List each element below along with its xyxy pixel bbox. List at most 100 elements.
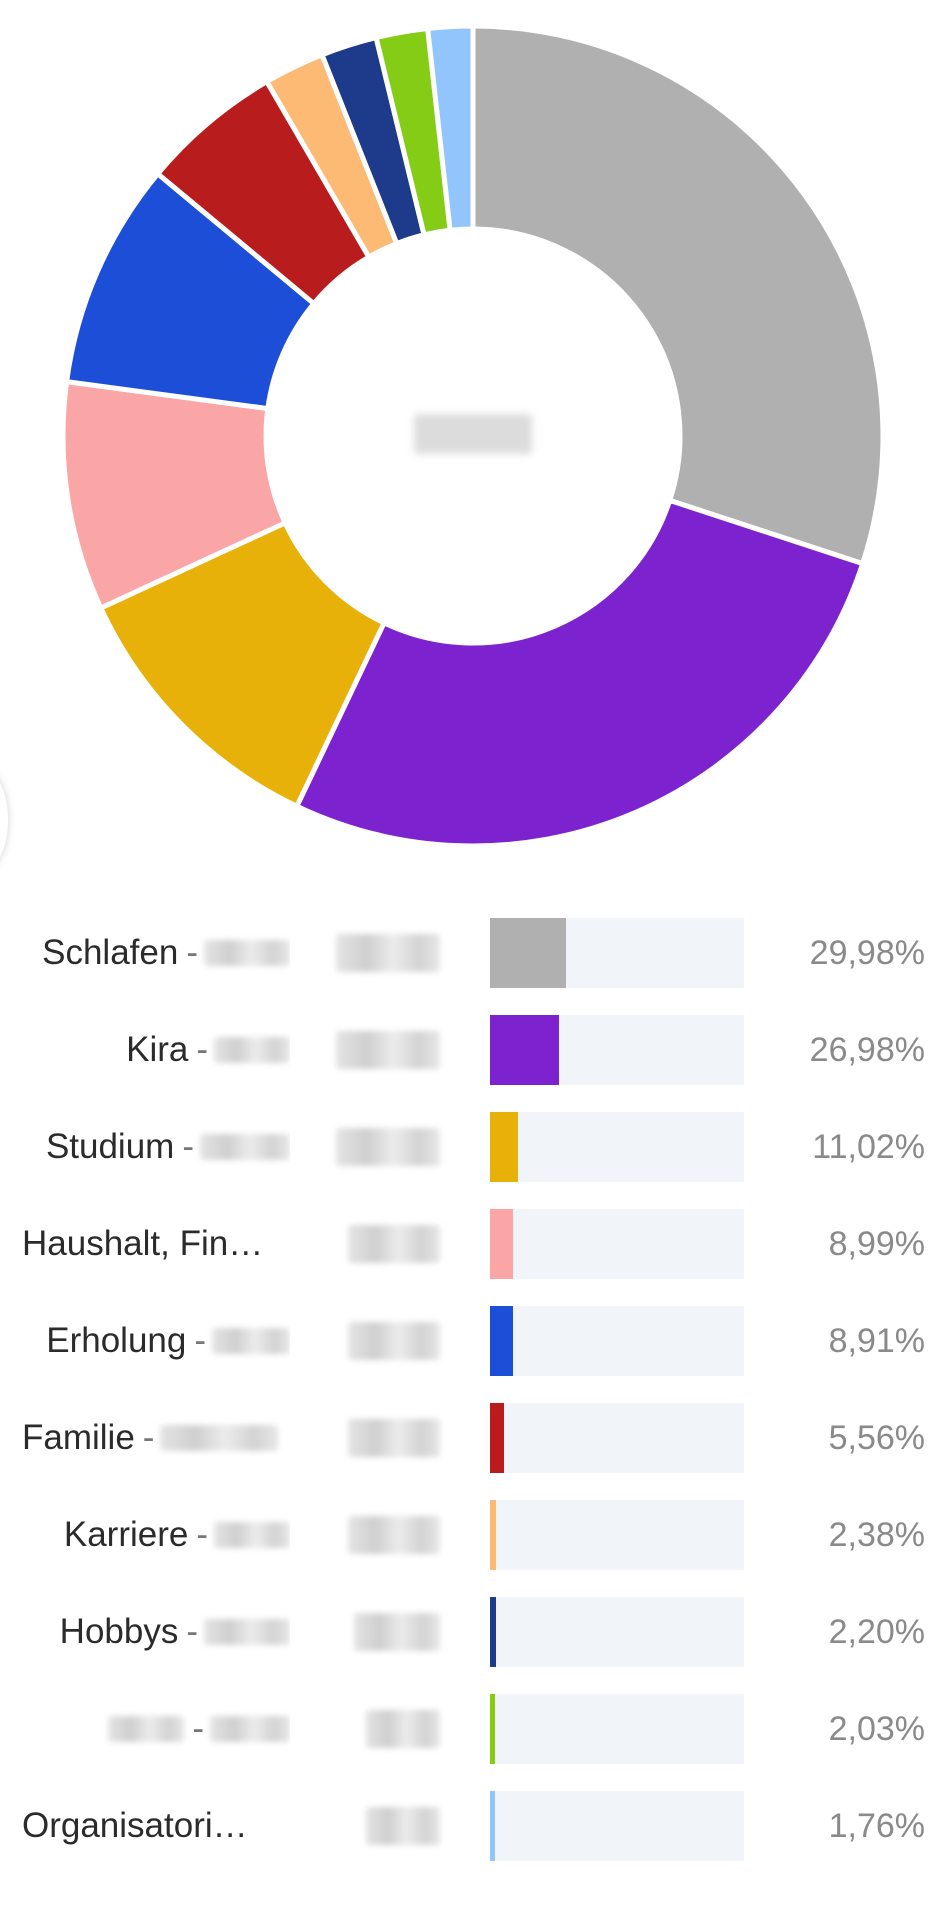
legend-name: Erholung bbox=[46, 1321, 187, 1360]
legend-bar-fill bbox=[490, 918, 566, 988]
legend-name: Kira bbox=[126, 1030, 189, 1069]
redacted-duration bbox=[366, 1807, 440, 1845]
donut-slice-10[interactable] bbox=[425, 23, 476, 233]
donut-slice-1[interactable] bbox=[470, 23, 886, 567]
legend-duration-cell bbox=[330, 1209, 440, 1279]
legend-name: Schlafen bbox=[42, 933, 179, 972]
legend-name-cell: Organisatori… bbox=[22, 1791, 292, 1861]
redacted-subcategory bbox=[214, 1522, 290, 1548]
legend-name-cell: - bbox=[0, 1694, 290, 1764]
legend-percent: 11,02% bbox=[812, 1127, 925, 1166]
legend-duration-cell bbox=[330, 1112, 440, 1182]
legend-row[interactable]: Kira - 26,98% bbox=[0, 1015, 950, 1085]
redacted-duration bbox=[348, 1322, 440, 1360]
legend-bar-track bbox=[490, 1015, 744, 1085]
legend-bar-fill bbox=[490, 1500, 496, 1570]
legend-row[interactable]: Organisatori… 1,76% bbox=[0, 1791, 950, 1861]
redacted-subcategory bbox=[214, 1037, 290, 1063]
legend-duration-cell bbox=[330, 1694, 440, 1764]
side-drawer-handle[interactable] bbox=[0, 770, 8, 870]
redacted-duration bbox=[348, 1516, 440, 1554]
legend-name-cell: Haushalt, Fin… bbox=[22, 1209, 292, 1279]
legend-percent: 2,20% bbox=[828, 1612, 925, 1651]
redacted-duration bbox=[348, 1419, 440, 1457]
legend-name-cell: Studium - bbox=[0, 1112, 290, 1182]
legend-separator: - bbox=[182, 1127, 194, 1166]
legend-separator: - bbox=[142, 1418, 155, 1457]
legend-duration-cell bbox=[330, 1791, 440, 1861]
legend-name-cell: Erholung - bbox=[0, 1306, 290, 1376]
legend-separator: - bbox=[186, 1612, 198, 1651]
donut-slice-3[interactable] bbox=[98, 520, 387, 809]
legend-name: Karriere bbox=[63, 1515, 189, 1554]
legend-bar-fill bbox=[490, 1791, 495, 1861]
donut-chart bbox=[60, 23, 886, 849]
legend-duration-cell bbox=[330, 1500, 440, 1570]
legend-bar-fill bbox=[490, 1597, 496, 1667]
legend-name-cell: Karriere - bbox=[0, 1500, 290, 1570]
legend-name: Hobbys bbox=[59, 1612, 179, 1651]
legend-bar-track bbox=[490, 1306, 744, 1376]
donut-slices bbox=[60, 23, 886, 849]
legend-row[interactable]: Studium - 11,02% bbox=[0, 1112, 950, 1182]
legend-percent: 1,76% bbox=[828, 1806, 925, 1845]
redacted-subcategory bbox=[204, 940, 290, 966]
legend-bar-track bbox=[490, 1694, 744, 1764]
legend-name-cell: Schlafen - bbox=[0, 918, 290, 988]
legend-percent: 5,56% bbox=[828, 1418, 925, 1457]
legend-duration-cell bbox=[330, 1597, 440, 1667]
legend-bar-fill bbox=[490, 1403, 504, 1473]
legend-bar-track bbox=[490, 1112, 744, 1182]
redacted-duration bbox=[336, 1031, 440, 1069]
legend-row[interactable]: Karriere - 2,38% bbox=[0, 1500, 950, 1570]
legend-bar-track bbox=[490, 1791, 744, 1861]
legend-percent: 26,98% bbox=[809, 1030, 925, 1069]
legend-duration-cell bbox=[330, 1015, 440, 1085]
legend-name: Familie bbox=[22, 1418, 135, 1457]
donut-slice-2[interactable] bbox=[294, 497, 866, 849]
legend-row[interactable]: - 2,03% bbox=[0, 1694, 950, 1764]
legend-percent: 8,99% bbox=[828, 1224, 925, 1263]
legend-duration-cell bbox=[330, 1306, 440, 1376]
redacted-subcategory bbox=[204, 1619, 290, 1645]
legend-separator: - bbox=[196, 1030, 208, 1069]
legend-separator: - bbox=[186, 933, 198, 972]
legend-duration-cell bbox=[330, 918, 440, 988]
redacted-duration bbox=[348, 1225, 440, 1263]
legend-bar-fill bbox=[490, 1112, 518, 1182]
legend-percent: 29,98% bbox=[809, 933, 925, 972]
legend-bar-fill bbox=[490, 1209, 513, 1279]
legend-name: Organisatori… bbox=[22, 1806, 248, 1845]
legend-name-cell: Familie - bbox=[22, 1403, 292, 1473]
legend-name: Studium bbox=[45, 1127, 175, 1166]
redacted-duration bbox=[336, 934, 440, 972]
legend-duration-cell bbox=[330, 1403, 440, 1473]
legend-percent: 2,03% bbox=[828, 1709, 925, 1748]
legend-percent: 2,38% bbox=[828, 1515, 925, 1554]
redacted-subcategory bbox=[212, 1328, 290, 1354]
legend-row[interactable]: Hobbys - 2,20% bbox=[0, 1597, 950, 1667]
redacted-subcategory bbox=[200, 1134, 290, 1160]
legend-bar-track bbox=[490, 1500, 744, 1570]
legend-bar-fill bbox=[490, 1694, 495, 1764]
legend-bar-track bbox=[490, 1597, 744, 1667]
legend-name-cell: Hobbys - bbox=[0, 1597, 290, 1667]
legend-separator: - bbox=[194, 1321, 206, 1360]
redacted-duration bbox=[366, 1710, 440, 1748]
legend-row[interactable]: Familie - 5,56% bbox=[0, 1403, 950, 1473]
legend-name-cell: Kira - bbox=[0, 1015, 290, 1085]
legend-row[interactable]: Haushalt, Fin… 8,99% bbox=[0, 1209, 950, 1279]
legend-row[interactable]: Schlafen - 29,98% bbox=[0, 918, 950, 988]
legend-name: Haushalt, Fin… bbox=[22, 1224, 264, 1263]
redacted-name bbox=[108, 1716, 185, 1742]
legend-bar-track bbox=[490, 1209, 744, 1279]
center-label-blur bbox=[414, 414, 532, 454]
legend-row[interactable]: Erholung - 8,91% bbox=[0, 1306, 950, 1376]
redacted-subcategory bbox=[160, 1425, 279, 1451]
redacted-duration bbox=[354, 1613, 440, 1651]
legend-separator: - bbox=[196, 1515, 208, 1554]
legend-bar-track bbox=[490, 1403, 744, 1473]
legend-bar-fill bbox=[490, 1015, 559, 1085]
legend-percent: 8,91% bbox=[828, 1321, 925, 1360]
